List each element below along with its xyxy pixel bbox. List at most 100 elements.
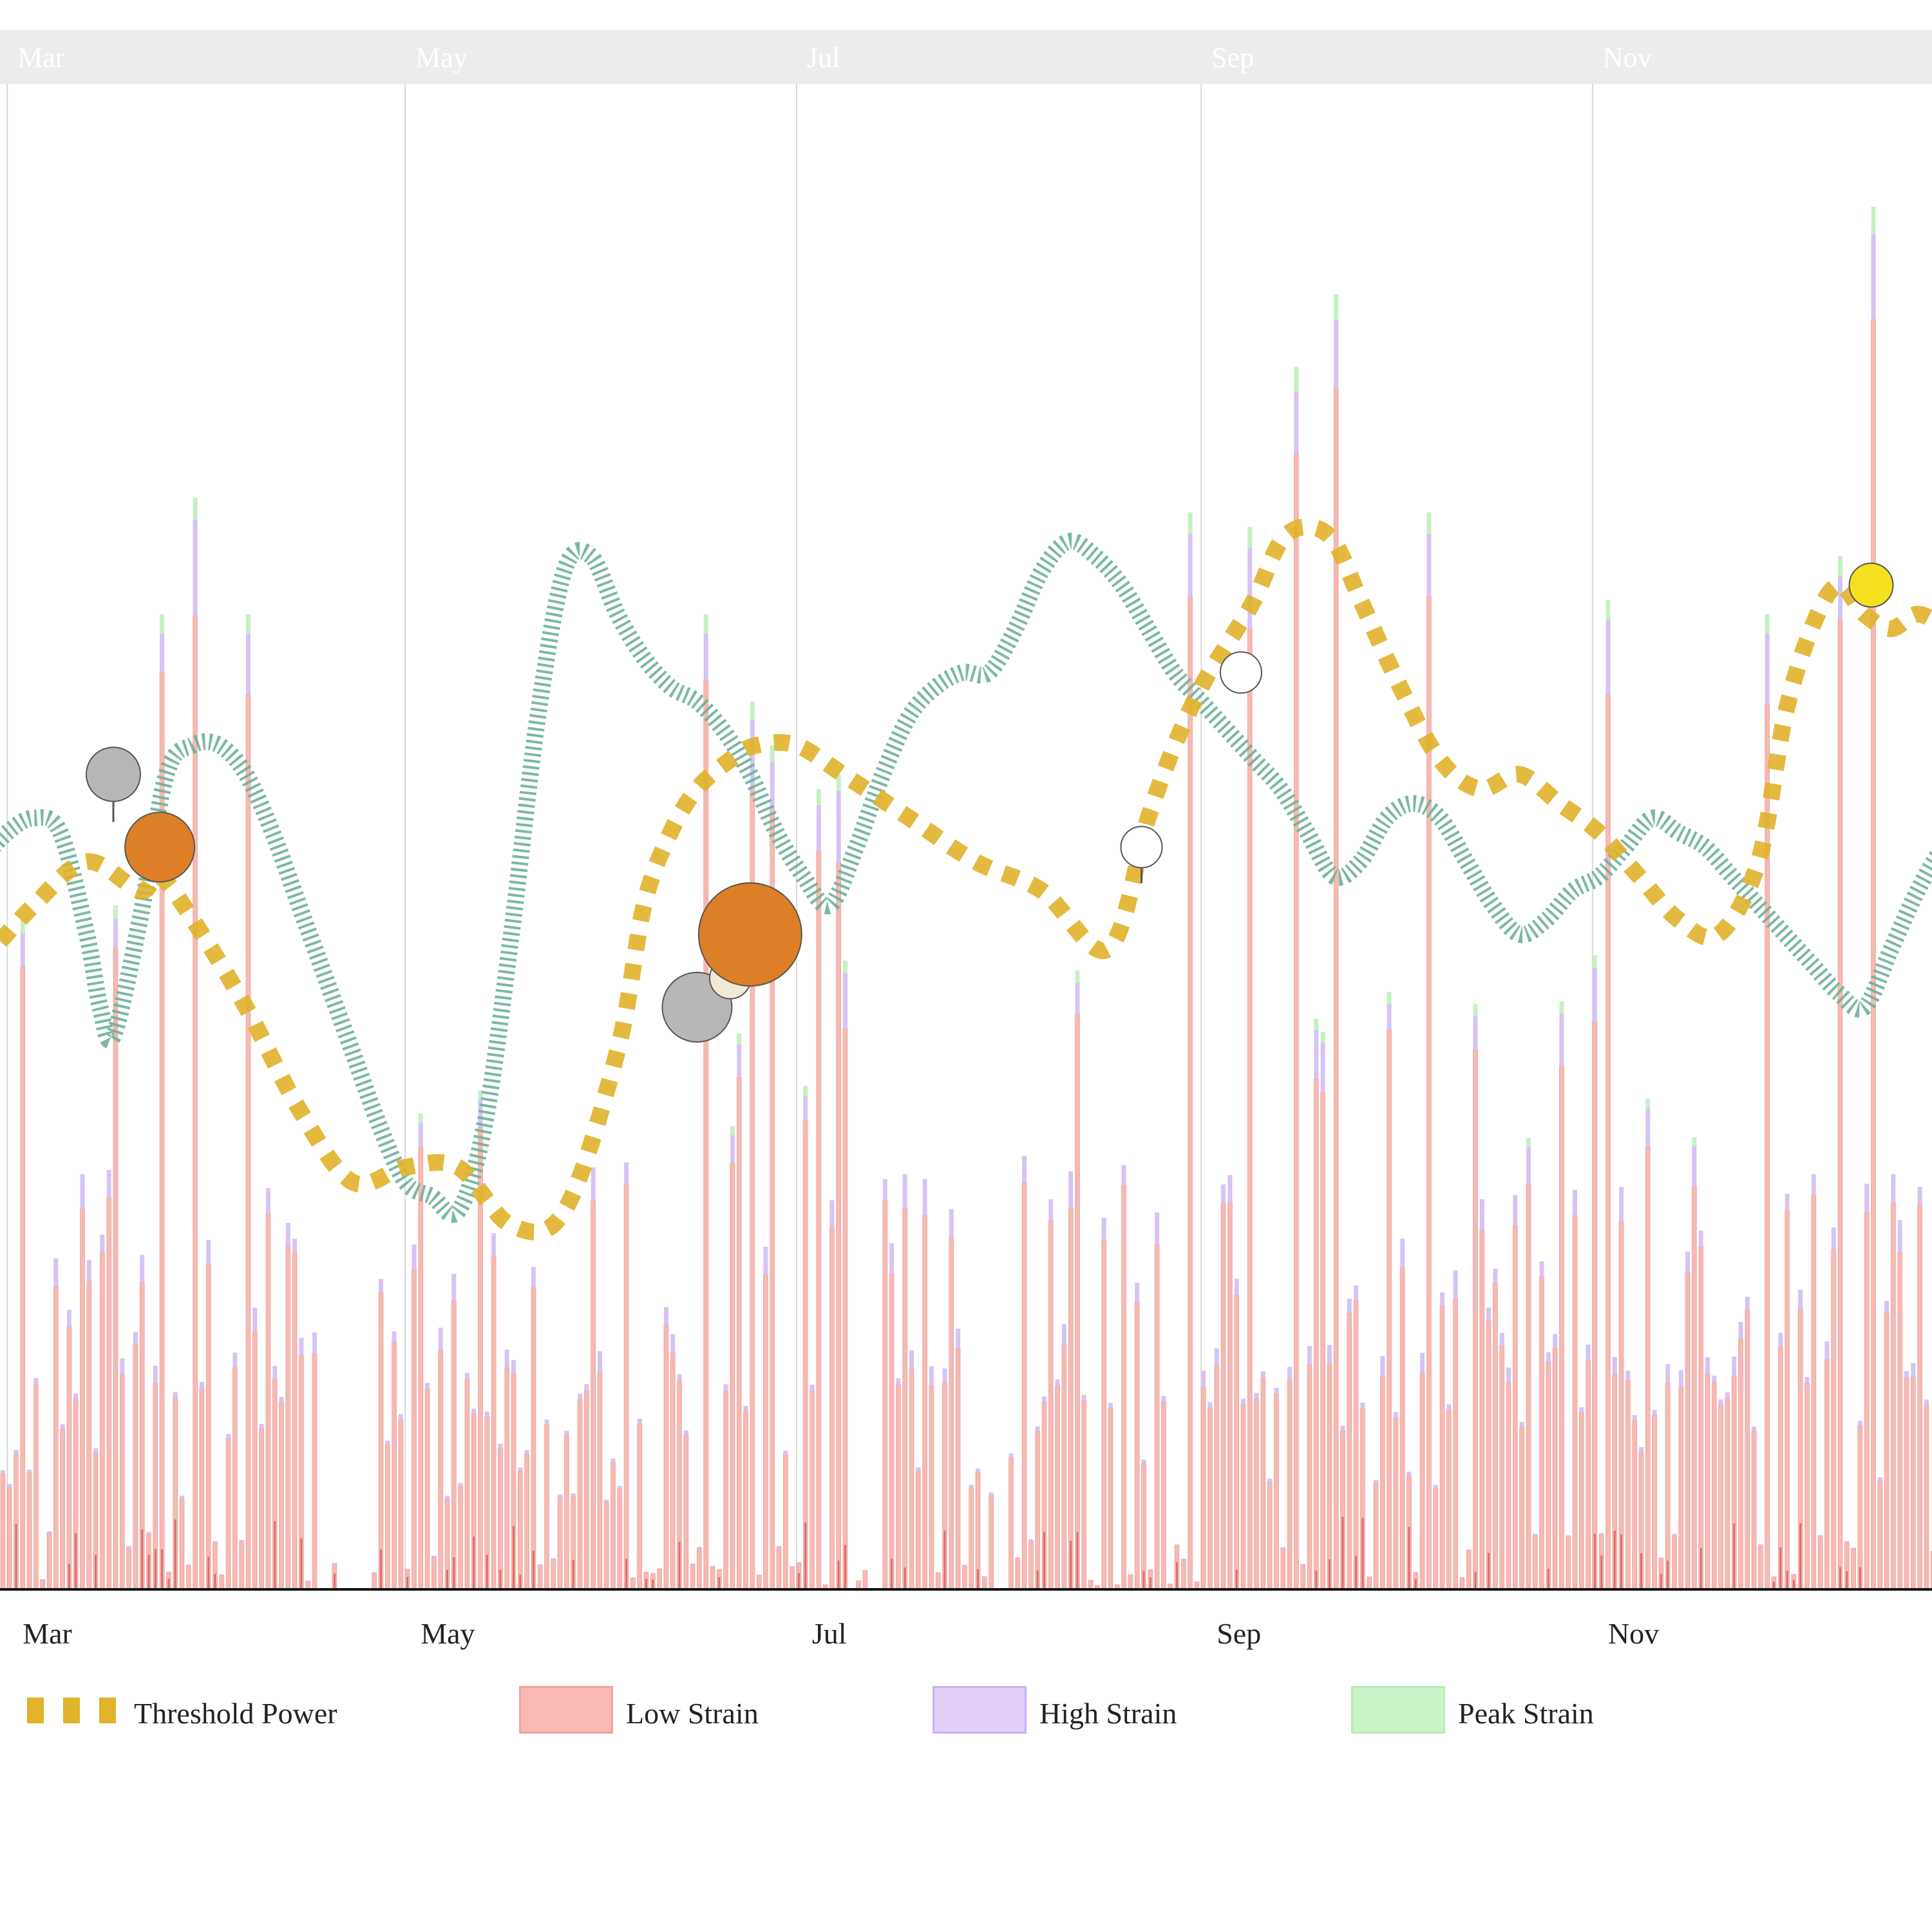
low-strain-segment (637, 1423, 643, 1590)
strain-bar (1851, 1548, 1857, 1590)
peak-strain-segment (1075, 970, 1080, 983)
high-strain-segment (1214, 1348, 1219, 1365)
low-strain-segment (99, 1252, 105, 1590)
low-strain-segment (1009, 1457, 1014, 1590)
high-strain-segment (1652, 1410, 1657, 1416)
strain-bar (763, 1247, 768, 1590)
low-strain-segment (33, 1384, 39, 1590)
inner-strain-mark (473, 1536, 475, 1589)
high-strain-segment (1718, 1399, 1723, 1405)
legend-item-threshold-power[interactable]: Threshold Power (27, 1686, 388, 1738)
low-strain-segment (597, 1372, 603, 1590)
strain-bar (756, 1575, 762, 1590)
strain-bar (1081, 1394, 1087, 1590)
low-strain-segment (1725, 1397, 1730, 1590)
high-strain-segment (1459, 1577, 1464, 1578)
high-strain-segment (737, 1045, 742, 1077)
low-strain-segment (929, 1385, 934, 1590)
low-strain-segment (1837, 619, 1843, 1590)
low-strain-segment (1645, 1146, 1651, 1590)
high-strain-segment (1851, 1548, 1856, 1549)
peak-strain-segment (1645, 1098, 1651, 1109)
low-strain-segment (20, 966, 26, 1590)
low-strain-segment (225, 1438, 231, 1590)
high-strain-segment (252, 1307, 258, 1332)
strain-bar (650, 1573, 656, 1590)
strain-bar (20, 920, 26, 1590)
strain-bar (1698, 1230, 1704, 1590)
high-strain-segment (1586, 1344, 1591, 1361)
high-strain-segment (385, 1440, 390, 1445)
inner-strain-mark (652, 1579, 654, 1589)
high-strain-segment (531, 1267, 536, 1288)
low-strain-segment (1578, 1412, 1584, 1590)
low-strain-segment (464, 1379, 470, 1590)
high-strain-segment (1473, 1015, 1478, 1050)
low-strain-segment (690, 1564, 696, 1590)
inner-strain-mark (1667, 1560, 1669, 1589)
low-strain-segment (736, 1077, 742, 1590)
peak-strain-segment (1188, 512, 1193, 535)
strain-bar (205, 1240, 211, 1590)
high-strain-segment (199, 1381, 204, 1388)
x-tick-label: Sep (1217, 1617, 1261, 1650)
peak-strain-segment (730, 1126, 735, 1135)
high-strain-segment (936, 1572, 941, 1573)
strain-bar (1433, 1484, 1439, 1590)
high-strain-segment (1294, 391, 1299, 453)
strain-bar (802, 1086, 808, 1590)
header-band: Mar May Jul Sep Nov (0, 30, 1932, 84)
peak-strain-segment (1247, 527, 1253, 549)
inner-strain-mark (532, 1551, 535, 1589)
legend-item-high-strain[interactable]: High Strain (933, 1686, 1203, 1738)
high-strain-segment (723, 1384, 728, 1390)
strain-bar (1161, 1396, 1166, 1590)
low-strain-segment (1081, 1400, 1087, 1590)
high-strain-segment (47, 1531, 52, 1533)
low-strain-segment (1745, 1309, 1750, 1590)
strain-bar (1638, 1447, 1644, 1590)
high-strain-segment (126, 1546, 131, 1548)
legend-item-peak-strain[interactable]: Peak Strain (1351, 1686, 1622, 1738)
low-strain-segment (245, 694, 251, 1590)
high-strain-segment (372, 1572, 377, 1573)
high-strain-segment (1121, 1165, 1126, 1186)
low-strain-segment (564, 1435, 569, 1590)
low-strain-segment (591, 1200, 596, 1590)
low-strain-segment (1367, 1577, 1372, 1590)
event-dot (86, 746, 141, 802)
strain-bar (935, 1572, 941, 1590)
strain-bar (1347, 1298, 1352, 1590)
low-strain-segment (1526, 1184, 1531, 1590)
low-strain-segment (1327, 1363, 1332, 1590)
strain-bar (225, 1434, 231, 1590)
peak-strain-segment (113, 905, 118, 920)
peak-strain-segment (1294, 366, 1299, 392)
inner-strain-mark (333, 1573, 336, 1589)
low-strain-segment (557, 1497, 563, 1590)
low-strain-segment (1274, 1393, 1279, 1590)
strain-bar (1605, 600, 1611, 1590)
high-strain-segment (458, 1482, 463, 1486)
strain-bar (1028, 1539, 1034, 1590)
peak-strain-segment (1320, 1032, 1325, 1043)
legend-item-low-strain[interactable]: Low Strain (519, 1686, 790, 1738)
peak-strain-segment (1559, 1001, 1564, 1014)
event-marker (1848, 562, 1894, 608)
high-strain-segment (1307, 1346, 1312, 1365)
strain-bar (1837, 556, 1843, 1590)
high-strain-segment (1844, 1540, 1850, 1543)
low-strain-segment (398, 1419, 404, 1590)
low-strain-segment (1811, 1195, 1817, 1590)
high-strain-segment (1553, 1334, 1558, 1349)
low-strain-segment (1506, 1381, 1511, 1590)
inner-strain-mark (1043, 1531, 1045, 1589)
strain-bar (1254, 1392, 1259, 1590)
low-strain-segment (909, 1368, 914, 1590)
high-strain-segment (66, 1309, 71, 1327)
strain-bar (1492, 1268, 1498, 1590)
high-strain-segment (100, 1235, 105, 1253)
strain-bar (723, 1384, 728, 1590)
high-strain-segment (478, 1100, 483, 1128)
strain-bar (1598, 1533, 1604, 1590)
